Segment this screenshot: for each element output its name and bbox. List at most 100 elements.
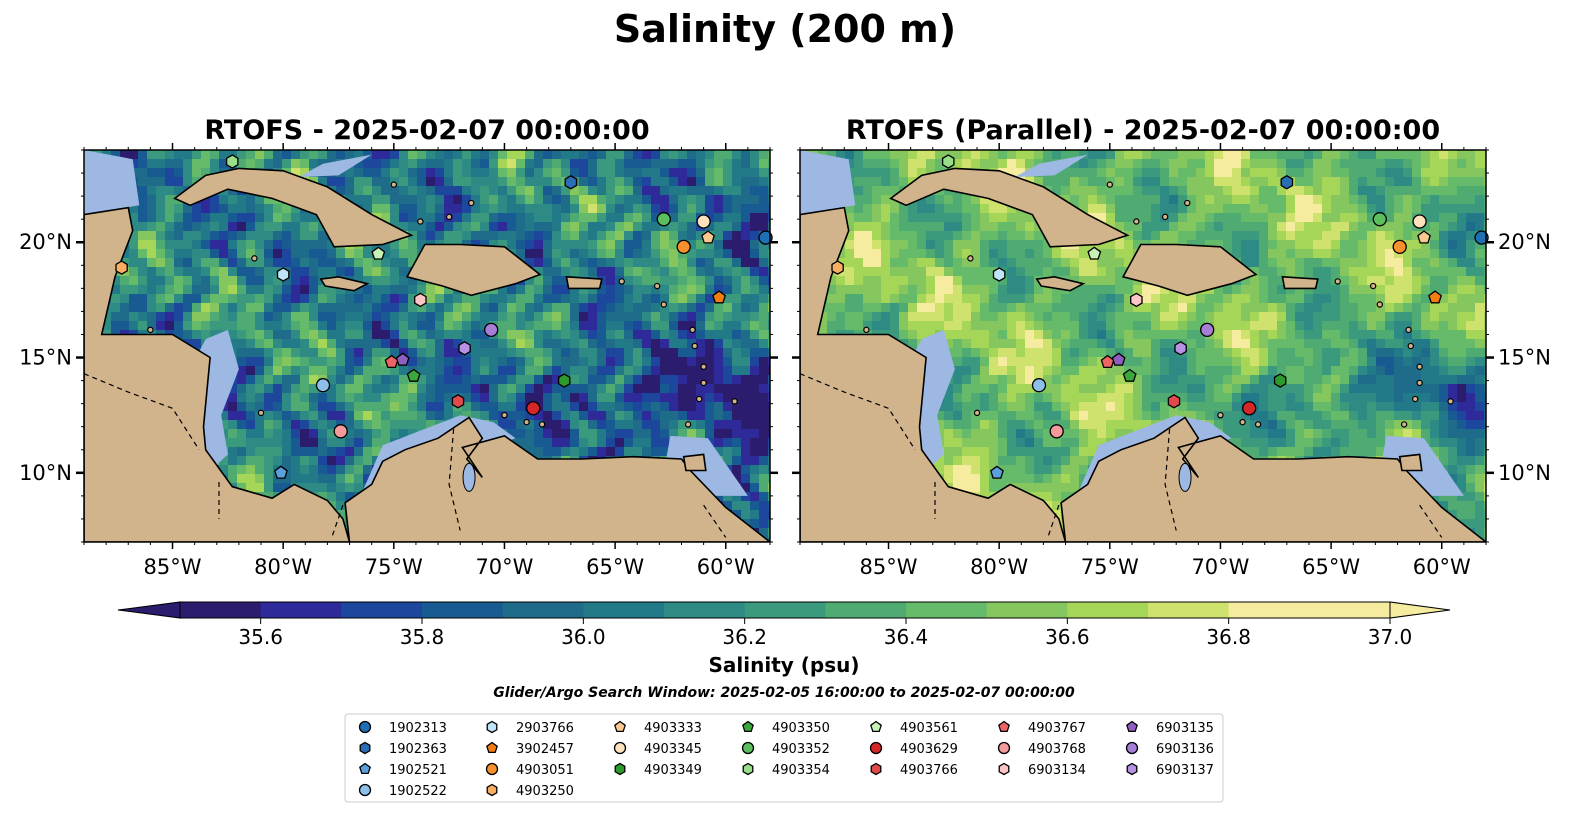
field-cell [615, 213, 625, 223]
field-cell [1061, 168, 1071, 178]
field-cell [570, 249, 580, 259]
field-cell [588, 222, 598, 232]
field-cell [507, 177, 517, 187]
field-cell [1457, 249, 1467, 259]
field-cell [255, 483, 265, 493]
field-cell [642, 159, 652, 169]
field-cell [354, 393, 364, 403]
field-cell [741, 150, 751, 160]
field-cell [597, 438, 607, 448]
field-cell [759, 492, 769, 502]
field-cell [1097, 186, 1107, 196]
field-cell [138, 240, 148, 250]
field-cell [597, 339, 607, 349]
field-cell [363, 294, 373, 304]
field-cell [516, 393, 526, 403]
field-cell [381, 312, 391, 322]
field-cell [1394, 195, 1404, 205]
field-cell [989, 213, 999, 223]
field-cell [129, 321, 139, 331]
field-cell [1151, 213, 1161, 223]
field-cell [1439, 258, 1449, 268]
field-cell [453, 330, 463, 340]
field-cell [678, 348, 688, 358]
field-cell [1448, 168, 1458, 178]
field-cell [1295, 294, 1305, 304]
field-cell [201, 213, 211, 223]
field-cell [525, 222, 535, 232]
field-cell [615, 321, 625, 331]
field-cell [210, 231, 220, 241]
field-cell [678, 195, 688, 205]
field-cell [669, 177, 679, 187]
field-cell [1322, 258, 1332, 268]
field-cell [1358, 222, 1368, 232]
field-cell [1178, 168, 1188, 178]
field-cell [399, 312, 409, 322]
field-cell [309, 366, 319, 376]
field-cell [624, 384, 634, 394]
field-cell [480, 150, 490, 160]
field-cell [309, 483, 319, 493]
field-cell [264, 366, 274, 376]
field-cell [372, 447, 382, 457]
island [684, 421, 692, 428]
field-cell [300, 231, 310, 241]
field-cell [714, 222, 724, 232]
field-cell [669, 366, 679, 376]
field-cell [1403, 303, 1413, 313]
field-cell [597, 384, 607, 394]
field-cell [255, 213, 265, 223]
field-cell [228, 267, 238, 277]
field-cell [1115, 222, 1125, 232]
field-cell [926, 276, 936, 286]
field-cell [678, 366, 688, 376]
field-cell [953, 204, 963, 214]
field-cell [1349, 204, 1359, 214]
field-cell [1124, 150, 1134, 160]
field-cell [525, 429, 535, 439]
field-cell [354, 357, 364, 367]
field-cell [255, 267, 265, 277]
field-cell [129, 276, 139, 286]
field-cell [1178, 177, 1188, 187]
field-cell [1052, 303, 1062, 313]
field-cell [1151, 303, 1161, 313]
field-cell [750, 456, 760, 466]
field-cell [570, 303, 580, 313]
field-cell [1349, 168, 1359, 178]
field-cell [1304, 285, 1314, 295]
field-cell [696, 177, 706, 187]
field-cell [723, 177, 733, 187]
field-cell [714, 312, 724, 322]
field-cell [1457, 150, 1467, 160]
field-cell [480, 213, 490, 223]
field-cell [165, 195, 175, 205]
field-cell [246, 474, 256, 484]
field-cell [336, 330, 346, 340]
field-cell [1115, 285, 1125, 295]
field-cell [953, 222, 963, 232]
field-cell [183, 240, 193, 250]
field-cell [1475, 240, 1485, 250]
field-cell [1322, 150, 1332, 160]
field-cell [516, 204, 526, 214]
field-cell [687, 168, 697, 178]
field-cell [543, 321, 553, 331]
field-cell [1457, 177, 1467, 187]
field-cell [1151, 168, 1161, 178]
field-cell [768, 501, 770, 511]
field-cell [453, 366, 463, 376]
field-cell [228, 222, 238, 232]
field-cell [750, 384, 760, 394]
field-cell [971, 204, 981, 214]
field-cell [408, 159, 418, 169]
field-cell [309, 429, 319, 439]
field-cell [642, 258, 652, 268]
field-cell [1115, 240, 1125, 250]
field-cell [507, 294, 517, 304]
field-cell [1025, 222, 1035, 232]
field-cell [552, 447, 562, 457]
field-cell [863, 258, 873, 268]
field-cell [723, 411, 733, 421]
